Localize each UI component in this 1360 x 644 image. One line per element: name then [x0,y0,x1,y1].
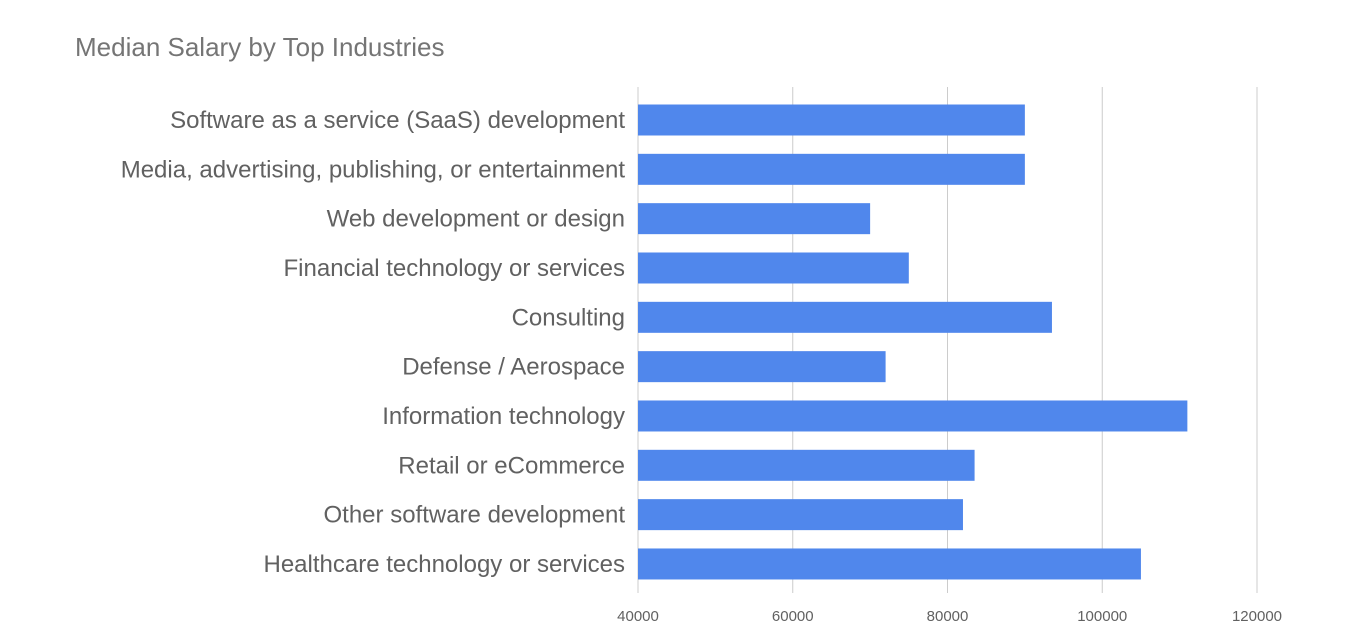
bar [638,400,1188,432]
category-label: Media, advertising, publishing, or enter… [121,156,626,183]
bar [638,351,886,383]
category-label: Defense / Aerospace [402,354,625,381]
x-axis-tick-labels: 40000 60000 80000 100000 120000 [617,608,1282,625]
bar [638,548,1141,580]
chart-title: Median Salary by Top Industries [75,32,445,62]
category-label: Retail or eCommerce [398,452,625,479]
x-tick-label: 40000 [617,608,659,625]
category-label: Financial technology or services [284,255,626,282]
bar [638,301,1052,333]
category-label: Web development or design [327,206,625,233]
bar [638,153,1025,185]
bar [638,203,871,235]
bar [638,449,975,481]
category-label: Information technology [382,403,625,430]
category-label: Healthcare technology or services [263,551,625,578]
x-tick-label: 120000 [1232,608,1282,625]
x-tick-label: 80000 [927,608,969,625]
x-tick-label: 100000 [1077,608,1127,625]
x-tick-label: 60000 [772,608,814,625]
bar [638,252,909,284]
bar [638,104,1025,136]
category-label: Other software development [324,502,626,529]
category-label: Consulting [512,304,625,331]
bar [638,499,963,531]
category-label: Software as a service (SaaS) development [170,107,625,134]
bars [638,104,1188,580]
category-labels: Software as a service (SaaS) development… [121,107,626,578]
